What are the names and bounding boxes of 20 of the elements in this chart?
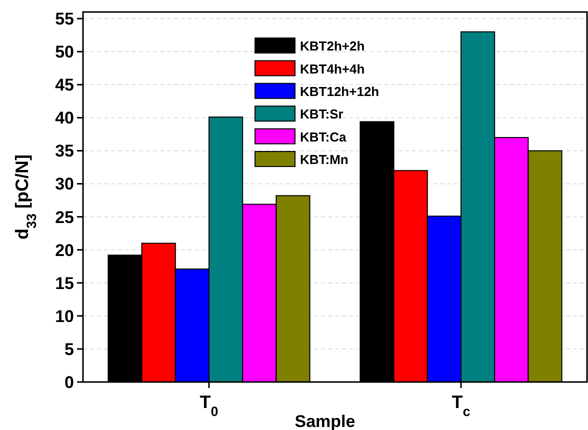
y-tick-label: 5 [64,340,74,359]
y-tick-label: 45 [55,76,74,95]
y-tick-label: 35 [55,142,74,161]
y-tick-label: 40 [55,108,74,128]
y-tick-label: 55 [55,10,74,29]
y-tick-label: 20 [55,240,74,260]
x-tick-label: T$_{0}$ [200,392,218,418]
legend-label: KBT:Sr [300,106,344,122]
legend-label: KBT:Mn [300,152,348,168]
legend-label: KBT:Ca [300,129,347,144]
y-tick-label: 25 [55,208,74,227]
y-tick-label: 50 [55,42,74,62]
legend-label: KBT2h+2h [300,38,365,54]
y-tick-label: 30 [55,174,74,194]
y-tick-label: 15 [55,274,74,293]
legend-label: KBT12h+12h [300,84,380,99]
legend-label: KBT4h+4h [300,61,365,76]
y-tick-label: 10 [55,306,74,326]
y-tick-label: 0 [64,372,74,392]
x-tick-label: T$_{c}$ [452,392,471,418]
